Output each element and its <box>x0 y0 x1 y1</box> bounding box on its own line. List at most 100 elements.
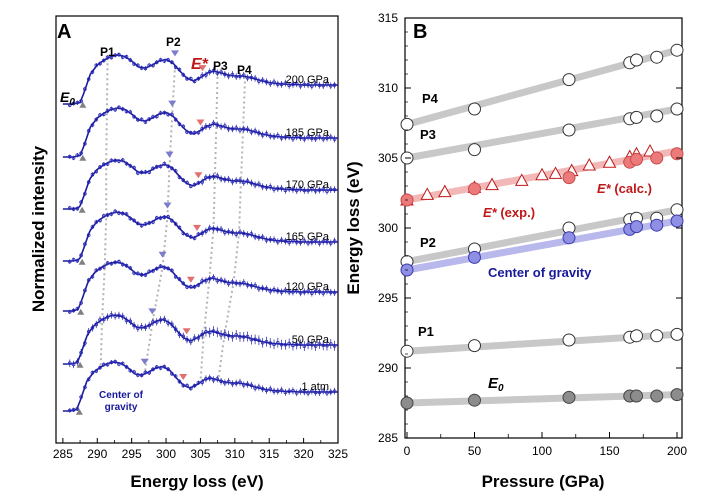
spectrum-point <box>241 180 246 185</box>
spectrum-point <box>192 284 197 289</box>
spectrum-point <box>294 135 299 139</box>
open-circle-point <box>630 329 643 343</box>
spectrum-point <box>223 177 227 182</box>
spectrum-point <box>117 52 121 57</box>
spectrum-point <box>185 285 189 289</box>
estar-calc-point <box>548 166 563 179</box>
spectrum-point <box>249 337 254 342</box>
spectrum-point <box>86 377 91 382</box>
spectrum-point <box>105 362 110 367</box>
spectrum-point <box>321 83 326 88</box>
spectrum-point <box>166 266 170 271</box>
spectrum-point <box>215 71 220 75</box>
spectrum-point <box>264 388 269 393</box>
spectrum-point <box>151 367 155 372</box>
spectrum-point <box>71 156 76 160</box>
spectrum-point <box>245 382 250 387</box>
spectrum-point <box>109 107 114 111</box>
estar-calc-point <box>514 173 529 186</box>
series-label-p3: P3 <box>420 127 436 142</box>
spectrum-point <box>287 186 291 191</box>
spectrum-point <box>310 136 314 141</box>
spectrum-point <box>245 283 250 287</box>
spectrum-point <box>79 395 83 399</box>
spectrum-point <box>241 231 246 236</box>
peak-label-p3: P3 <box>213 59 228 73</box>
spectrum-point <box>287 134 291 139</box>
spectrum-point <box>328 135 333 139</box>
spectrum-point <box>279 82 284 87</box>
spectrum-point <box>264 238 269 242</box>
spectrum-point <box>151 115 155 119</box>
spectrum-point <box>113 359 117 364</box>
spectrum-point <box>204 329 208 334</box>
spectrum-point <box>132 165 136 170</box>
y-tick-label: 285 <box>378 431 398 445</box>
spectrum-165-gpa: 165 GPa <box>62 209 338 264</box>
spectrum-point <box>109 158 114 163</box>
panel-b-energy-vs-pressure: B 0 50 100 150 200 285 290 295 300 305 310 315 Pres… <box>344 11 687 491</box>
estar-marker <box>186 276 195 283</box>
spectrum-point <box>211 68 216 73</box>
spectrum-point <box>98 365 102 370</box>
spectrum-point <box>294 288 299 293</box>
spectrum-point <box>124 109 129 114</box>
spectrum-point <box>71 257 76 262</box>
spectrum-1-atm: 1 atm <box>62 359 338 413</box>
spectrum-point <box>294 342 299 347</box>
spectrum-point <box>83 141 87 146</box>
spectrum-point <box>75 100 80 105</box>
spectrum-point <box>196 130 201 135</box>
spectrum-point <box>245 76 250 80</box>
spectrum-point <box>306 391 310 395</box>
spectrum-point <box>151 63 155 68</box>
x-tick-label: 150 <box>599 444 619 458</box>
spectrum-point <box>298 240 303 245</box>
spectrum-point <box>325 289 329 293</box>
panel-b-label: B <box>413 21 427 43</box>
spectrum-point <box>257 338 261 343</box>
spectrum-point <box>75 407 80 411</box>
spectrum-point <box>241 127 246 131</box>
spectrum-point <box>75 360 80 364</box>
spectrum-point <box>200 332 204 337</box>
spectrum-point <box>257 235 261 240</box>
spectrum-point <box>306 82 310 87</box>
spectrum-point <box>128 164 133 168</box>
panel-a-frame <box>55 15 339 444</box>
spectrum-point <box>113 314 117 318</box>
spectrum-point <box>154 320 159 324</box>
spectrum-point <box>83 288 87 293</box>
open-circle-point <box>670 203 684 217</box>
spectrum-point <box>223 230 227 235</box>
spectrum-point <box>189 184 193 188</box>
e0-marker <box>78 206 86 213</box>
panel-a-spectra: A 200 GPa 185 GPa 170 GPa 165 GPa 120 GPa 50 … <box>29 15 348 491</box>
spectrum-point <box>226 281 231 286</box>
spectrum-point <box>321 343 326 348</box>
spectrum-point <box>132 114 136 119</box>
spectrum-point <box>249 181 254 185</box>
spectrum-point <box>94 63 99 68</box>
series-label-cog: Center of gravity <box>488 265 592 280</box>
spectrum-point <box>332 290 337 295</box>
spectrum-point <box>94 169 99 174</box>
spectrum-point <box>162 317 167 322</box>
spectrum-point <box>257 286 261 291</box>
spectrum-point <box>313 289 318 294</box>
spectrum-point <box>109 212 114 216</box>
spectrum-point <box>306 188 310 193</box>
spectrum-point <box>158 366 163 370</box>
spectrum-point <box>90 70 95 74</box>
panel-a-x-label: Energy loss (eV) <box>130 472 263 491</box>
spectrum-point <box>113 260 117 265</box>
spectrum-point <box>139 117 144 122</box>
spectrum-point <box>67 206 72 210</box>
spectrum-point <box>219 278 223 282</box>
spectrum-point <box>162 59 167 63</box>
spectrum-point <box>328 390 333 394</box>
spectrum-point <box>181 178 186 182</box>
spectrum-point <box>211 275 216 280</box>
series-label-p2: P2 <box>420 235 436 250</box>
